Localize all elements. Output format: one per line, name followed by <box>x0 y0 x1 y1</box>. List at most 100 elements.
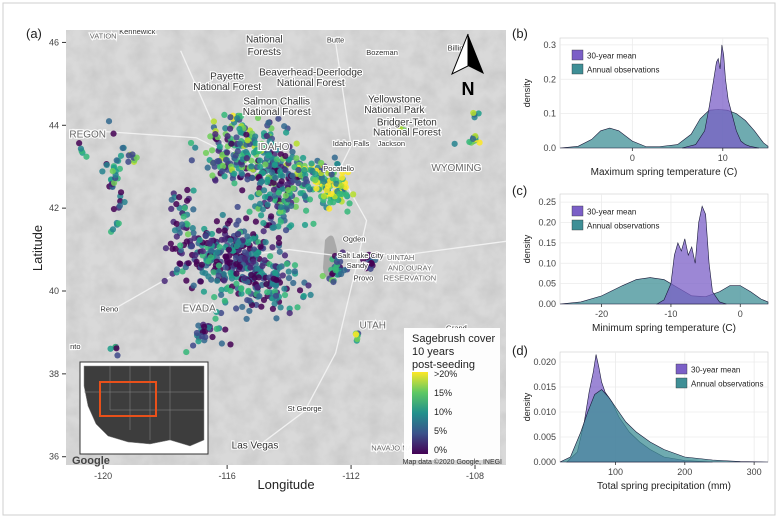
observation-dot <box>258 212 265 219</box>
observation-dot <box>210 269 217 276</box>
observation-dot <box>161 277 168 285</box>
road <box>334 42 352 172</box>
place-label: EVADA <box>183 304 216 315</box>
legend-swatch <box>571 49 584 61</box>
series-annual-observations-area <box>559 389 769 463</box>
observation-dot <box>396 124 404 131</box>
place-label: St George <box>287 404 321 413</box>
observation-dot <box>334 255 341 262</box>
observation-dot <box>195 338 202 345</box>
observation-dot <box>285 274 293 282</box>
observation-dot <box>285 268 292 275</box>
y-tick-label: 0.005 <box>533 432 556 442</box>
observation-dot <box>119 144 126 152</box>
observation-dot <box>209 172 216 179</box>
observation-dot <box>277 218 284 225</box>
observation-dot <box>221 297 228 304</box>
observation-dot <box>271 300 278 308</box>
observation-dot <box>265 152 272 159</box>
observation-dot <box>344 208 351 215</box>
observation-dot <box>334 161 341 168</box>
observation-dot <box>295 180 302 187</box>
observation-dot <box>266 138 273 145</box>
observation-dot <box>245 239 252 247</box>
place-label: Jackson <box>378 139 406 148</box>
y-tick-label: 0.3 <box>543 40 556 50</box>
observation-dot <box>216 143 223 150</box>
place-label: National Park <box>364 105 425 116</box>
observation-dot <box>183 277 190 284</box>
place-label: VATION <box>90 31 117 40</box>
observation-dot <box>276 264 283 271</box>
observation-dot <box>167 240 174 247</box>
observation-dot <box>202 149 210 157</box>
observation-dot <box>297 190 304 197</box>
observation-dot <box>197 278 204 285</box>
series-30-year-mean-area <box>682 44 760 149</box>
observation-dot <box>234 115 241 122</box>
observation-dot <box>107 345 114 352</box>
observation-dot <box>293 196 300 204</box>
y-tick-label: 0.020 <box>533 357 556 367</box>
observation-dot <box>256 293 263 300</box>
panel-label-b: (b) <box>512 26 528 41</box>
observation-dot <box>263 132 270 140</box>
legend-label: Annual observations <box>587 66 660 75</box>
observation-dot <box>248 250 255 257</box>
observation-dot <box>248 271 255 279</box>
x-tick-label: 200 <box>677 467 692 477</box>
observation-dot <box>241 255 248 262</box>
observation-dot <box>320 193 328 200</box>
observation-dot <box>239 303 246 311</box>
observation-dot <box>294 304 301 311</box>
observation-dot <box>256 185 263 192</box>
observation-dot <box>247 264 254 271</box>
map-attribution: Map data ©2020 Google, INEGI <box>403 458 502 466</box>
observation-dot <box>245 288 252 295</box>
observation-dot <box>288 202 295 209</box>
y-tick-label: 0.25 <box>538 197 556 207</box>
observation-dot <box>76 140 83 147</box>
observation-dot <box>289 148 296 156</box>
place-label: National Forest <box>243 107 311 118</box>
observation-dot <box>173 220 180 227</box>
place-label: IDAHO <box>258 142 290 153</box>
place-label: Provo <box>354 274 374 283</box>
observation-dot <box>332 267 339 274</box>
observation-dot <box>190 187 197 194</box>
observation-dot <box>171 227 179 234</box>
observation-dot <box>289 172 296 179</box>
observation-dot <box>282 192 289 199</box>
observation-dot <box>290 279 297 287</box>
place-label: WYOMING <box>431 163 481 174</box>
observation-dot <box>266 195 274 203</box>
inset-state-lines <box>84 366 204 440</box>
place-label: National Forest <box>373 128 441 139</box>
panel-label-c: (c) <box>512 183 528 198</box>
observation-dot <box>330 199 337 206</box>
observation-dot <box>196 237 203 244</box>
observation-dot <box>218 286 225 294</box>
place-label: Kennewick <box>119 27 156 36</box>
observation-dot <box>253 251 260 258</box>
observation-dot <box>233 280 240 287</box>
observation-dot <box>306 196 314 203</box>
observation-dot <box>257 163 264 170</box>
y-tick-label: 0.010 <box>533 407 556 417</box>
inset-map <box>79 361 209 455</box>
observation-dot <box>214 248 221 256</box>
map-x-tick-label: -120 <box>94 471 112 481</box>
observation-dot <box>210 118 217 125</box>
observation-dot <box>326 205 333 212</box>
place-label: Grand <box>446 323 467 332</box>
observation-dot <box>328 171 335 178</box>
observation-dot <box>77 145 85 152</box>
observation-dot <box>215 227 223 234</box>
observation-dot <box>254 265 261 272</box>
observation-dot <box>110 179 118 187</box>
observation-dot <box>301 166 308 174</box>
observation-dot <box>202 334 209 341</box>
observation-dot <box>320 166 327 173</box>
observation-dot <box>275 239 283 247</box>
observation-dot <box>116 202 124 209</box>
